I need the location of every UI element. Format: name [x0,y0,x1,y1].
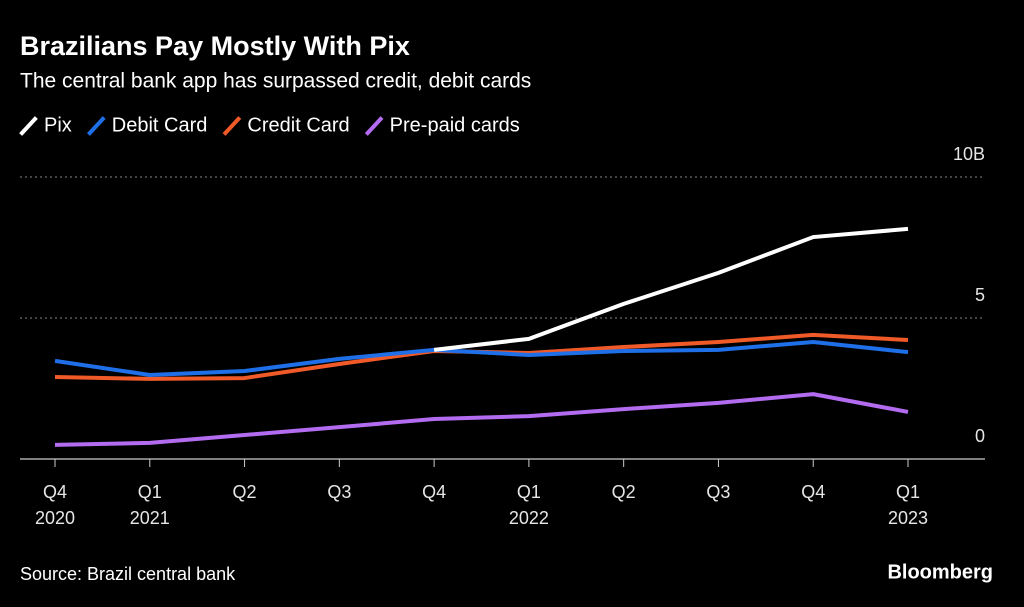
series-line [54,392,909,447]
x-tick-label: Q3 [706,482,730,502]
series-line [433,226,909,352]
x-tick-year: 2022 [509,508,549,528]
legend-label: Pix [44,114,72,136]
x-tick-label: Q1 [138,482,162,502]
x-tick-label: Q3 [327,482,351,502]
legend-swatch [364,116,384,136]
legend-label: Credit Card [247,114,349,136]
x-tick-label: Q4 [801,482,825,502]
y-tick-label: 10B [953,144,985,164]
chart-title: Brazilians Pay Mostly With Pix [20,31,410,61]
source: Source: Brazil central bank [20,564,236,584]
y-tick-label: 5 [975,285,985,305]
x-tick-label: Q4 [43,482,67,502]
x-tick-year: 2020 [35,508,75,528]
legend-label: Debit Card [112,114,208,136]
series-line [54,339,909,377]
y-tick-label: 0 [975,426,985,446]
chart-subtitle: The central bank app has surpassed credi… [20,70,531,93]
x-tick-label: Q4 [422,482,446,502]
x-tick-label: Q2 [233,482,257,502]
x-tick-year: 2023 [888,508,928,528]
legend-label: Pre-paid cards [390,114,520,136]
x-tick-label: Q1 [517,482,541,502]
x-tick-label: Q2 [612,482,636,502]
x-tick-label: Q1 [896,482,920,502]
legend-swatch [86,116,106,136]
legend-swatch [222,116,242,136]
x-tick-year: 2021 [130,508,170,528]
legend-swatch [19,116,38,136]
brand: Bloomberg [887,561,993,583]
